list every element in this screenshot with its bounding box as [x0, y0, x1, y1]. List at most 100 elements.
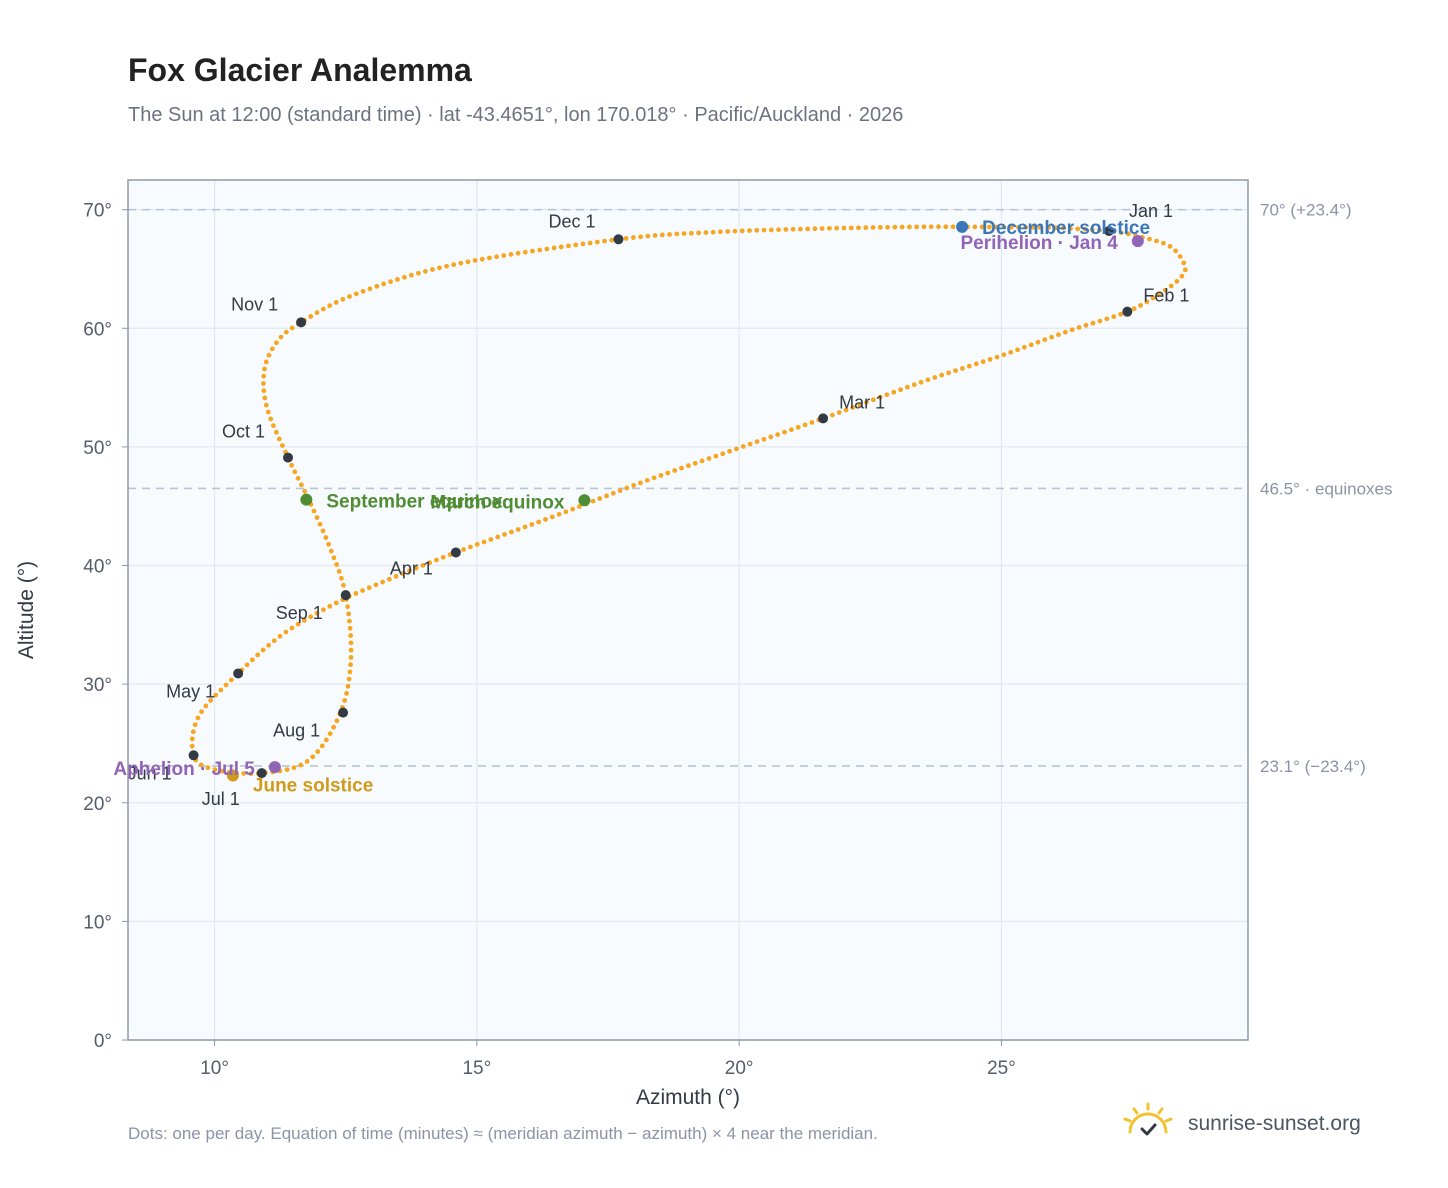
- day-dot: [1060, 225, 1066, 231]
- day-dot: [659, 232, 665, 238]
- day-dot: [208, 698, 214, 703]
- day-dot: [856, 225, 861, 231]
- day-dot: [1174, 278, 1180, 284]
- brand[interactable]: sunrise-sunset.org: [1120, 1102, 1361, 1146]
- day-dot: [638, 480, 643, 486]
- event-label: Aphelion · Jul 5: [113, 759, 255, 780]
- day-dot: [331, 555, 337, 561]
- day-dot: [739, 228, 745, 234]
- day-dot: [1161, 240, 1166, 246]
- day-dot: [195, 715, 201, 721]
- day-dot: [783, 227, 789, 232]
- day-dot: [1023, 224, 1029, 230]
- day-dot: [420, 563, 426, 568]
- day-dot: [841, 225, 847, 231]
- day-dot: [681, 231, 687, 237]
- day-dot: [566, 243, 571, 249]
- day-dot: [314, 515, 320, 521]
- day-dot: [543, 517, 548, 522]
- day-dot: [863, 225, 869, 231]
- month-label: Sep 1: [276, 603, 323, 623]
- day-dot: [768, 434, 774, 440]
- event-marker: [268, 761, 281, 774]
- day-dot: [966, 363, 972, 369]
- day-dot: [310, 754, 316, 760]
- reference-lines: 70° (+23.4°) 46.5° · equinoxes 23.1° (−23.…: [128, 201, 1393, 776]
- day-dot: [249, 657, 255, 663]
- day-dot: [1150, 295, 1156, 301]
- day-dot: [1181, 260, 1187, 266]
- day-dot: [1147, 236, 1152, 242]
- day-dot: [400, 571, 406, 577]
- day-dot: [1154, 238, 1159, 244]
- month-label: Feb 1: [1143, 286, 1189, 306]
- axes: 10° 15° 20° 25° 0° 10° 20° 30° 40° 50° 60° 70°: [83, 201, 1016, 1079]
- x-tick-label: 25°: [987, 1058, 1016, 1079]
- day-dot: [302, 488, 308, 494]
- day-dot: [334, 562, 340, 567]
- day-dot: [1138, 303, 1143, 308]
- day-dot: [479, 256, 485, 262]
- day-dot: [537, 247, 543, 253]
- day-dot: [918, 379, 924, 385]
- day-dot: [1028, 342, 1034, 348]
- day-dot: [451, 262, 457, 268]
- day-dot: [262, 366, 267, 372]
- day-dot: [344, 691, 349, 696]
- day-dot: [228, 677, 234, 683]
- day-dot: [244, 662, 250, 668]
- day-dot: [819, 226, 825, 231]
- day-dot: [1111, 314, 1117, 320]
- day-dot: [218, 687, 224, 693]
- month-label: Aug 1: [273, 721, 320, 741]
- day-dot: [223, 682, 229, 688]
- day-dot: [638, 234, 644, 240]
- day-dot: [848, 225, 854, 231]
- day-dot: [494, 254, 499, 260]
- day-dot: [284, 767, 290, 773]
- day-dot: [672, 468, 678, 473]
- day-dot: [885, 224, 890, 230]
- day-dot: [333, 300, 339, 305]
- day-dot: [1083, 322, 1089, 328]
- day-dot: [651, 475, 657, 481]
- day-dot: [461, 547, 466, 552]
- month-label: Oct 1: [222, 422, 265, 442]
- day-dot: [610, 490, 616, 496]
- day-dot: [427, 560, 433, 566]
- day-dot: [1118, 311, 1124, 317]
- day-dot: [905, 384, 910, 390]
- day-dot: [261, 373, 267, 379]
- day-dot: [345, 604, 351, 610]
- day-dot: [602, 238, 607, 244]
- day-dot: [1035, 339, 1041, 345]
- day-dot: [1042, 337, 1048, 343]
- day-dot: [1001, 224, 1007, 230]
- day-dot: [393, 574, 399, 579]
- day-dot: [802, 422, 808, 428]
- day-dot: [1056, 332, 1061, 338]
- day-dot: [501, 253, 507, 258]
- day-dot: [747, 441, 753, 447]
- day-dot: [348, 633, 354, 638]
- day-dot: [308, 614, 314, 620]
- day-dot: [348, 654, 354, 660]
- day-dot: [1082, 226, 1088, 232]
- event-marker: [956, 220, 969, 233]
- month-marker: [256, 768, 267, 779]
- day-dot: [458, 260, 464, 266]
- day-dot: [295, 621, 301, 627]
- day-dot: [1046, 225, 1052, 230]
- day-dot: [925, 377, 931, 383]
- day-dot: [667, 232, 672, 237]
- day-dot: [488, 537, 494, 542]
- day-dot: [987, 357, 993, 362]
- day-dot: [587, 240, 593, 246]
- month-marker: [283, 452, 293, 463]
- day-dot: [289, 462, 295, 468]
- month-label: May 1: [166, 681, 215, 701]
- day-dot: [388, 279, 393, 285]
- day-dot: [1162, 287, 1168, 293]
- day-dot: [266, 642, 272, 648]
- day-dot: [692, 460, 698, 466]
